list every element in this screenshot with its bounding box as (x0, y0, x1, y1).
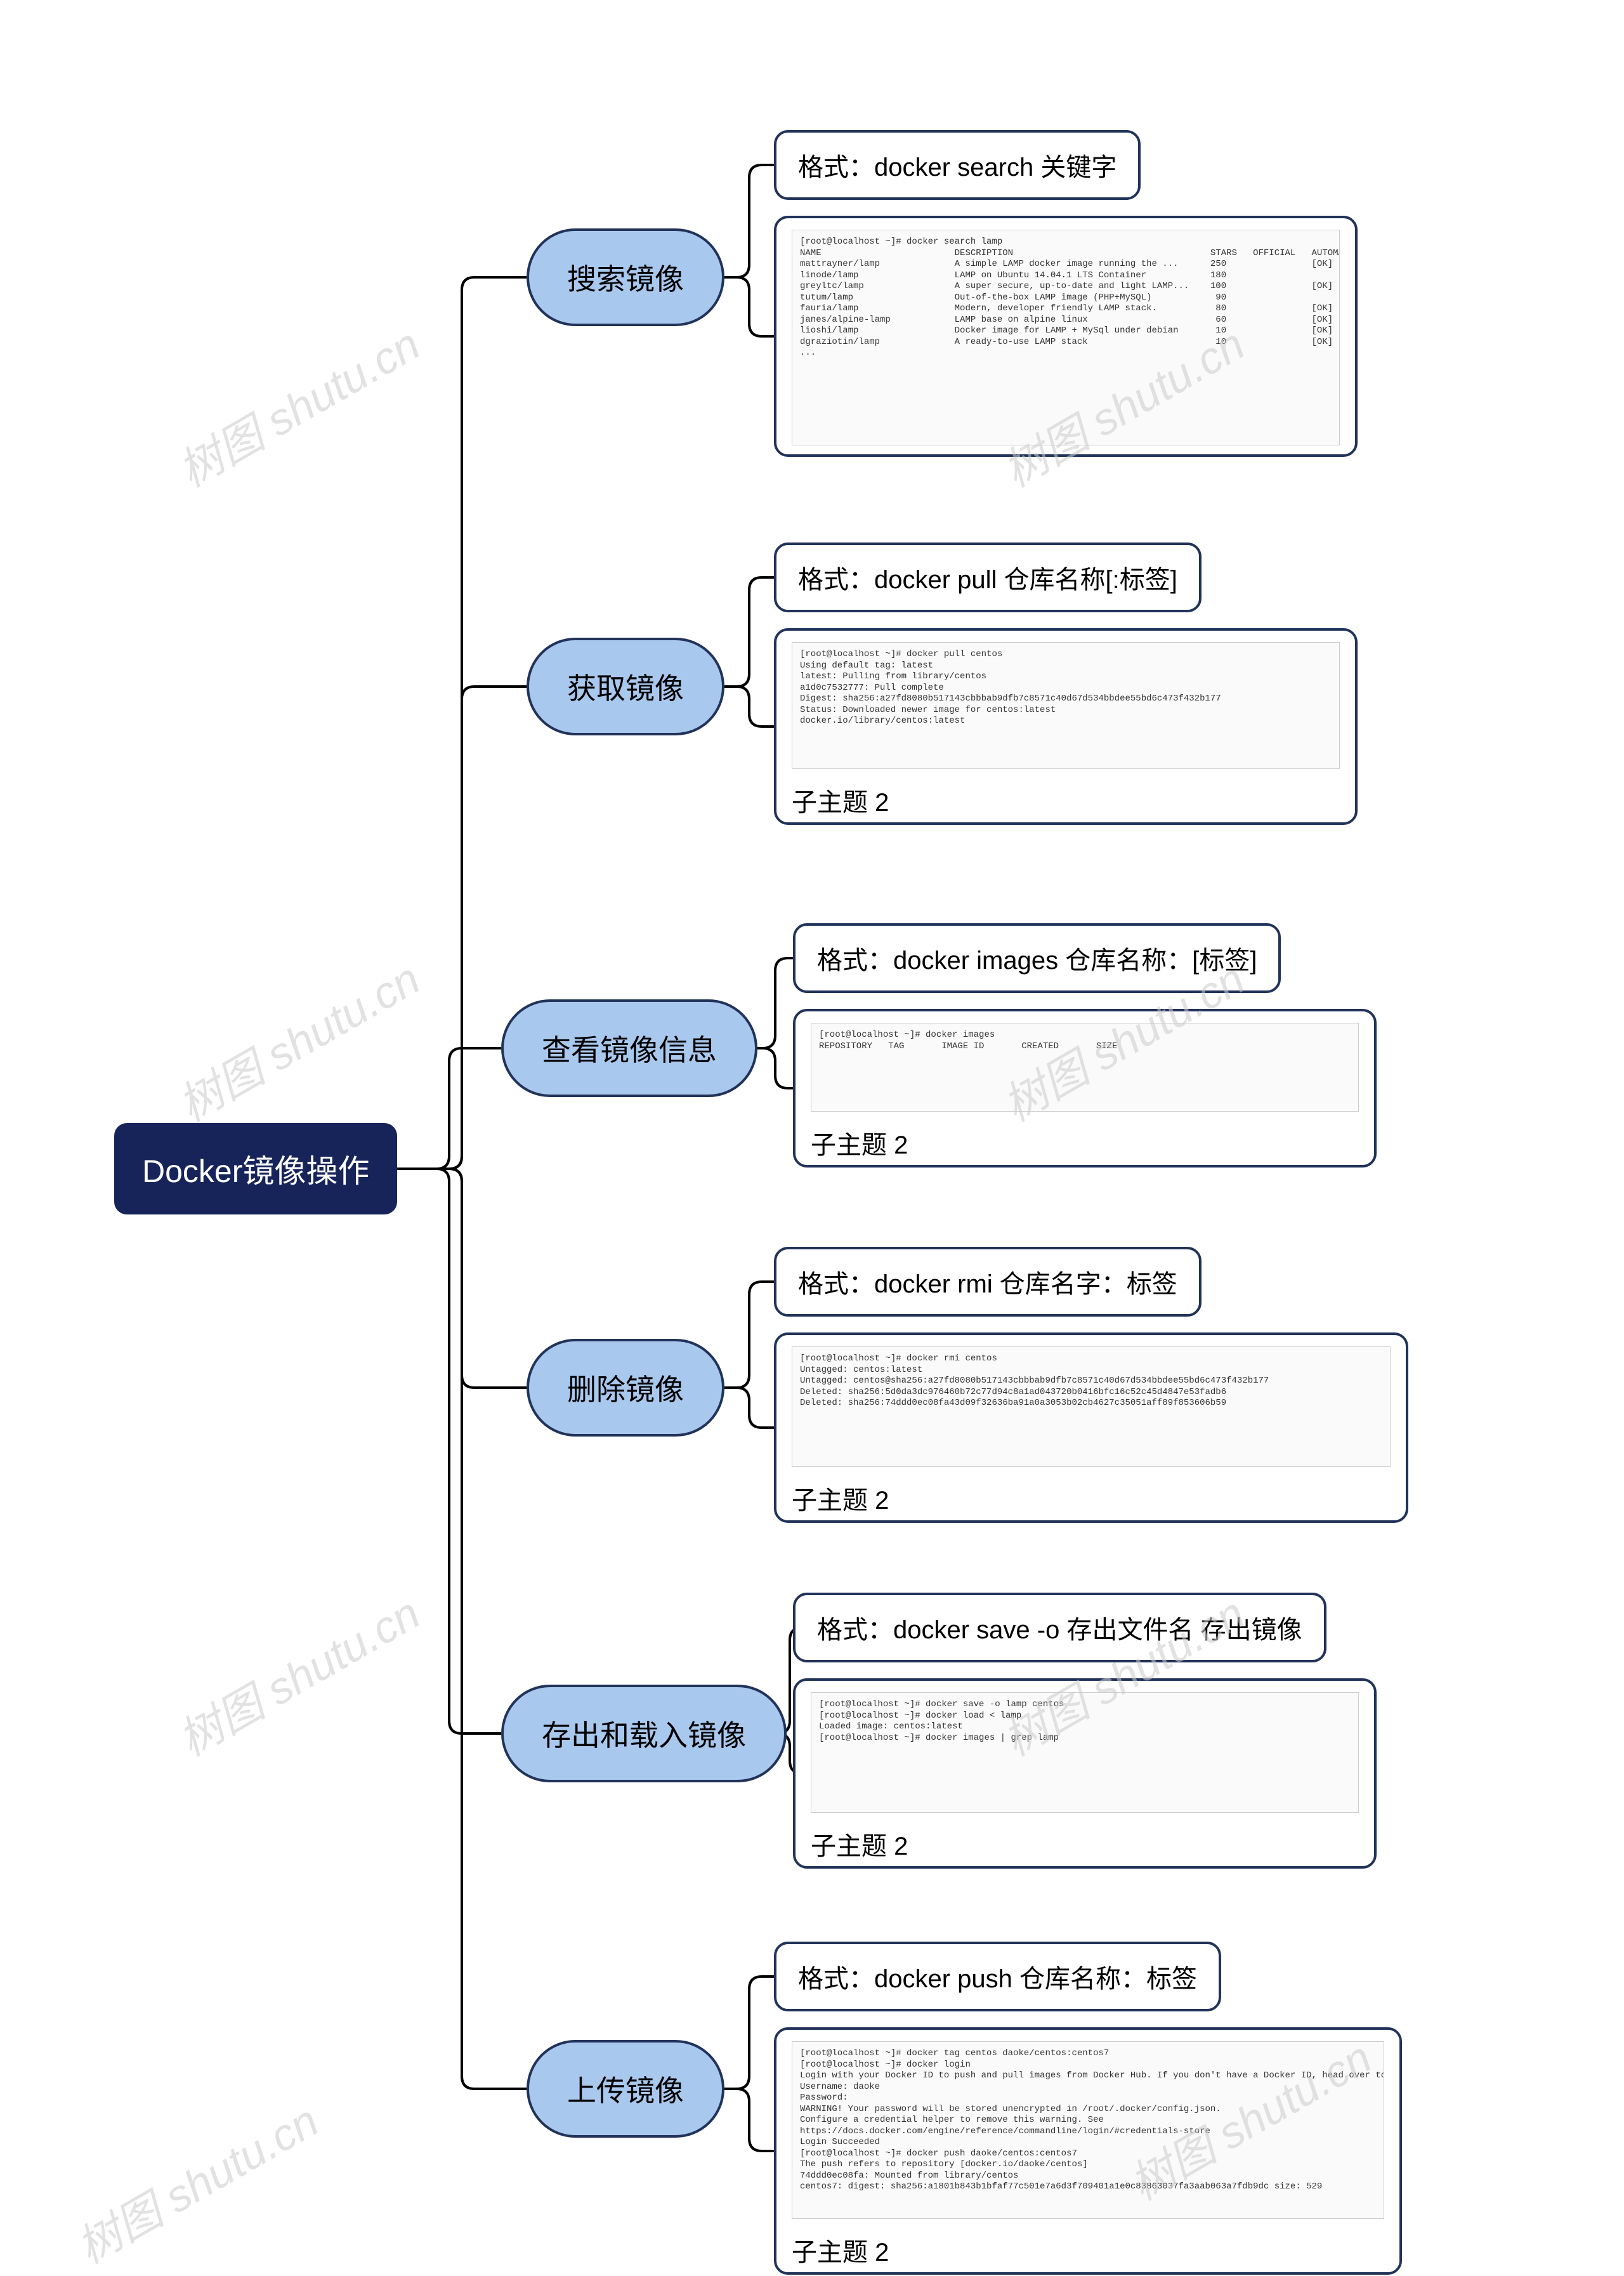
detail-caption: 子主题 2 (792, 1476, 1391, 1516)
branch-save: 存出和载入镜像 (501, 1685, 787, 1782)
leaf-save: 格式：docker save -o 存出文件名 存出镜像 (793, 1593, 1326, 1662)
root-label: Docker镜像操作 (142, 1154, 369, 1189)
leaf-search: 格式：docker search 关键字 (774, 130, 1141, 200)
branch-label: 搜索镜像 (567, 263, 684, 296)
leaf-label: 格式：docker search 关键字 (798, 154, 1116, 181)
leaf-push: 格式：docker push 仓库名称：标签 (774, 1942, 1221, 2011)
detail-rmi: [root@localhost ~]# docker rmi centos Un… (774, 1332, 1408, 1523)
watermark: 树图 shutu.cn (165, 944, 430, 1135)
mindmap-stage: Docker镜像操作 搜索镜像 格式：docker search 关键字 [root… (0, 0, 1624, 2249)
branch-label: 删除镜像 (567, 1373, 684, 1406)
branch-rmi: 删除镜像 (527, 1339, 724, 1437)
branch-label: 查看镜像信息 (542, 1034, 717, 1067)
leaf-label: 格式：docker push 仓库名称：标签 (798, 1965, 1197, 1993)
branch-images: 查看镜像信息 (501, 999, 757, 1097)
terminal-output: [root@localhost ~]# docker pull centos U… (792, 642, 1340, 769)
watermark: 树图 shutu.cn (63, 2086, 329, 2276)
branch-search: 搜索镜像 (527, 228, 724, 326)
branch-pull: 获取镜像 (527, 638, 724, 735)
branch-label: 存出和载入镜像 (542, 1719, 746, 1752)
leaf-label: 格式：docker save -o 存出文件名 存出镜像 (817, 1616, 1302, 1644)
leaf-pull: 格式：docker pull 仓库名称[:标签] (774, 543, 1202, 612)
detail-caption: 子主题 2 (792, 2228, 1384, 2268)
detail-caption: 子主题 2 (811, 1822, 1359, 1862)
terminal-output: [root@localhost ~]# docker rmi centos Un… (792, 1346, 1391, 1467)
detail-caption: 子主题 2 (811, 1121, 1359, 1161)
detail-caption: 子主题 2 (792, 778, 1340, 819)
watermark: 树图 shutu.cn (165, 310, 430, 500)
terminal-output: [root@localhost ~]# docker search lamp N… (792, 230, 1340, 445)
terminal-output: [root@localhost ~]# docker images REPOSI… (811, 1023, 1359, 1112)
detail-search: [root@localhost ~]# docker search lamp N… (774, 216, 1358, 457)
leaf-label: 格式：docker pull 仓库名称[:标签] (798, 566, 1177, 594)
detail-pull: [root@localhost ~]# docker pull centos U… (774, 628, 1358, 825)
root-node: Docker镜像操作 (114, 1123, 397, 1214)
leaf-rmi: 格式：docker rmi 仓库名字：标签 (774, 1247, 1202, 1317)
leaf-images: 格式：docker images 仓库名称：[标签] (793, 923, 1281, 993)
branch-label: 获取镜像 (567, 672, 684, 705)
terminal-output: [root@localhost ~]# docker save -o lamp … (811, 1692, 1359, 1813)
branch-push: 上传镜像 (527, 2040, 724, 2138)
detail-images: [root@localhost ~]# docker images REPOSI… (793, 1009, 1377, 1168)
branch-label: 上传镜像 (567, 2074, 684, 2107)
terminal-output: [root@localhost ~]# docker tag centos da… (792, 2041, 1384, 2219)
detail-push: [root@localhost ~]# docker tag centos da… (774, 2027, 1402, 2275)
leaf-label: 格式：docker rmi 仓库名字：标签 (798, 1270, 1177, 1298)
watermark: 树图 shutu.cn (165, 1579, 430, 1769)
leaf-label: 格式：docker images 仓库名称：[标签] (817, 947, 1257, 975)
detail-save: [root@localhost ~]# docker save -o lamp … (793, 1678, 1377, 1869)
